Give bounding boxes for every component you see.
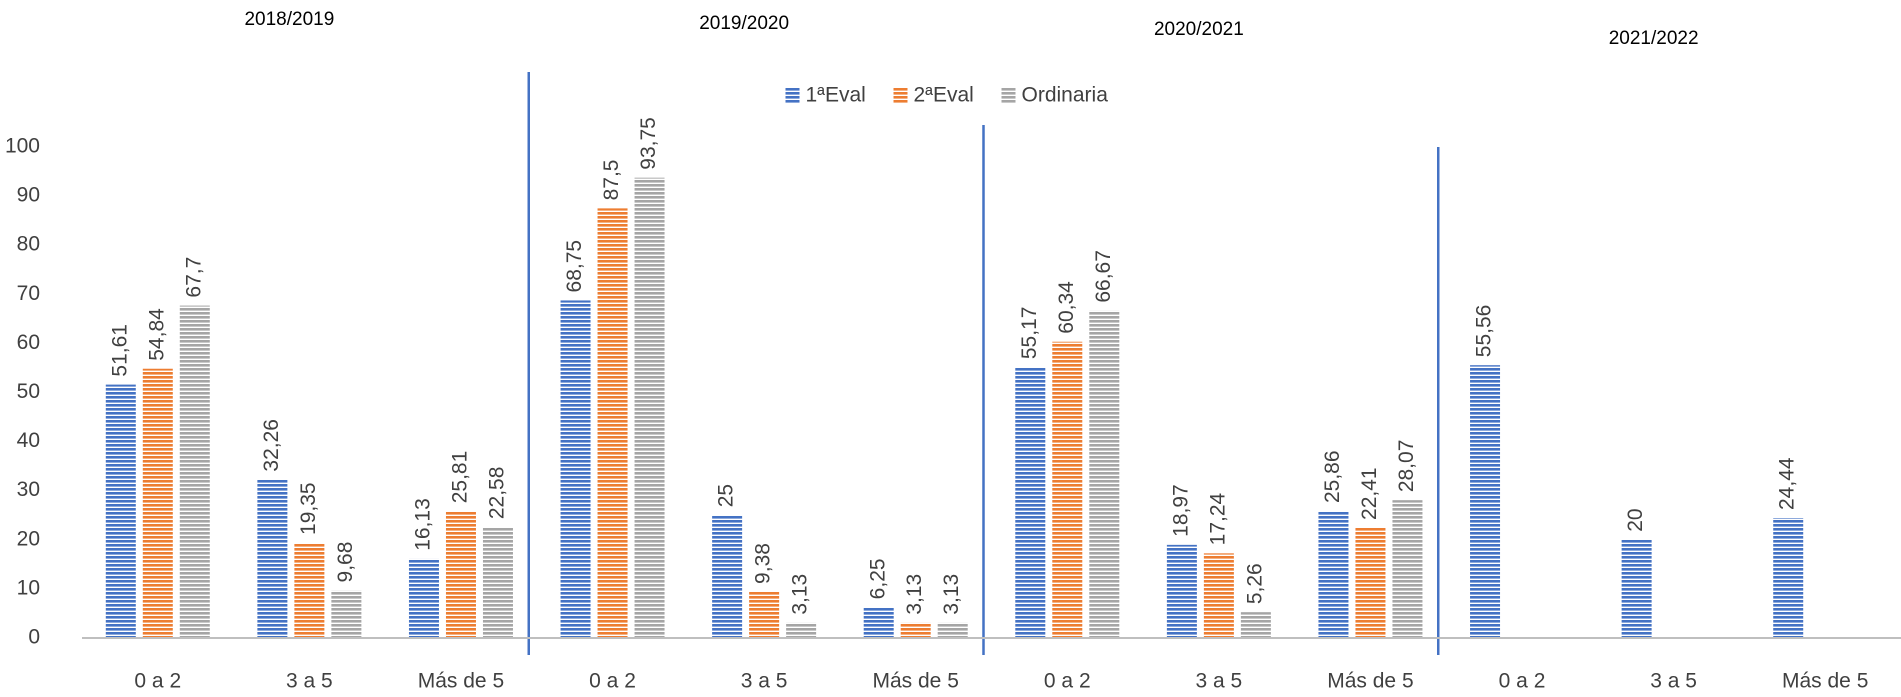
bar xyxy=(937,622,968,638)
data-label: 19,35 xyxy=(297,482,320,535)
data-label: 22,41 xyxy=(1358,467,1381,520)
bar xyxy=(445,511,476,638)
group-title: 2019/2020 xyxy=(699,13,789,34)
bar xyxy=(560,300,591,638)
bar xyxy=(294,542,325,638)
data-label: 55,17 xyxy=(1018,307,1041,360)
data-label: 6,25 xyxy=(866,558,889,599)
x-tick-label: Más de 5 xyxy=(873,670,959,693)
bar xyxy=(1621,539,1652,638)
bar xyxy=(1052,341,1083,638)
bar xyxy=(597,208,628,638)
legend-swatch xyxy=(1001,88,1016,104)
y-tick-label: 20 xyxy=(17,527,40,550)
data-label: 54,84 xyxy=(145,308,168,361)
data-label: 32,26 xyxy=(260,419,283,472)
bar xyxy=(1773,517,1804,638)
data-label: 66,67 xyxy=(1092,250,1115,303)
data-label: 9,38 xyxy=(752,543,775,584)
bar xyxy=(1240,612,1271,638)
data-label: 25 xyxy=(715,484,738,507)
x-tick-label: 0 a 2 xyxy=(1499,670,1546,693)
x-tick-label: 0 a 2 xyxy=(134,670,181,693)
data-label: 22,58 xyxy=(486,467,509,520)
legend-label: 1ªEval xyxy=(806,84,866,107)
data-label: 3,13 xyxy=(789,574,812,615)
data-label: 25,86 xyxy=(1321,450,1344,503)
group-title: 2021/2022 xyxy=(1609,28,1699,49)
data-label: 87,5 xyxy=(600,160,623,201)
x-tick-label: 0 a 2 xyxy=(589,670,636,693)
data-label: 28,07 xyxy=(1395,440,1418,493)
y-tick-label: 40 xyxy=(17,429,40,452)
y-tick-label: 50 xyxy=(17,380,40,403)
bar xyxy=(1470,365,1501,638)
bar xyxy=(1318,511,1349,638)
data-label: 55,56 xyxy=(1473,305,1496,358)
legend-label: Ordinaria xyxy=(1022,84,1109,107)
bar xyxy=(1203,553,1234,638)
legend-swatch xyxy=(785,88,800,104)
bar xyxy=(634,177,665,638)
y-tick-label: 60 xyxy=(17,331,40,354)
bar xyxy=(142,368,173,638)
data-label: 25,81 xyxy=(449,451,472,504)
data-label: 67,7 xyxy=(182,257,205,298)
x-tick-label: 3 a 5 xyxy=(741,670,788,693)
x-tick-label: Más de 5 xyxy=(418,670,504,693)
data-label: 60,34 xyxy=(1055,281,1078,334)
bar xyxy=(179,305,210,638)
x-tick-label: 3 a 5 xyxy=(1650,670,1697,693)
bar xyxy=(482,527,513,638)
bar xyxy=(408,558,439,638)
x-tick-label: 0 a 2 xyxy=(1044,670,1091,693)
bar xyxy=(257,479,288,638)
data-label: 68,75 xyxy=(563,240,586,293)
data-label: 93,75 xyxy=(637,117,660,170)
bar xyxy=(786,622,817,638)
group-title: 2018/2019 xyxy=(244,9,334,30)
bar xyxy=(1392,500,1423,638)
bar xyxy=(1089,310,1120,638)
data-label: 3,13 xyxy=(940,574,963,615)
bar xyxy=(1166,544,1197,638)
y-tick-label: 80 xyxy=(17,233,40,256)
x-tick-label: Más de 5 xyxy=(1327,670,1413,693)
y-tick-label: 100 xyxy=(5,135,40,158)
data-label: 51,61 xyxy=(108,324,131,377)
x-tick-label: Más de 5 xyxy=(1782,670,1868,693)
bar xyxy=(863,607,894,638)
data-label: 5,26 xyxy=(1243,563,1266,604)
bar xyxy=(1015,367,1046,638)
bar xyxy=(900,622,931,638)
data-label: 17,24 xyxy=(1206,492,1229,545)
data-label: 16,13 xyxy=(412,498,435,551)
y-tick-label: 10 xyxy=(17,576,40,599)
bar xyxy=(749,591,780,638)
data-label: 18,97 xyxy=(1169,484,1192,537)
data-label: 3,13 xyxy=(903,574,926,615)
data-label: 9,68 xyxy=(334,542,357,583)
x-tick-label: 3 a 5 xyxy=(1196,670,1243,693)
x-tick-label: 3 a 5 xyxy=(286,670,333,693)
y-tick-label: 90 xyxy=(17,184,40,207)
legend-swatch xyxy=(893,88,908,104)
y-tick-label: 0 xyxy=(28,626,40,649)
bar xyxy=(105,384,136,638)
bar xyxy=(712,515,743,638)
data-label: 20 xyxy=(1624,508,1647,531)
legend-label: 2ªEval xyxy=(914,84,974,107)
group-title: 2020/2021 xyxy=(1154,19,1244,40)
bar xyxy=(331,590,362,638)
data-label: 24,44 xyxy=(1776,457,1799,510)
y-tick-label: 70 xyxy=(17,282,40,305)
bar xyxy=(1355,527,1386,638)
y-tick-label: 30 xyxy=(17,478,40,501)
